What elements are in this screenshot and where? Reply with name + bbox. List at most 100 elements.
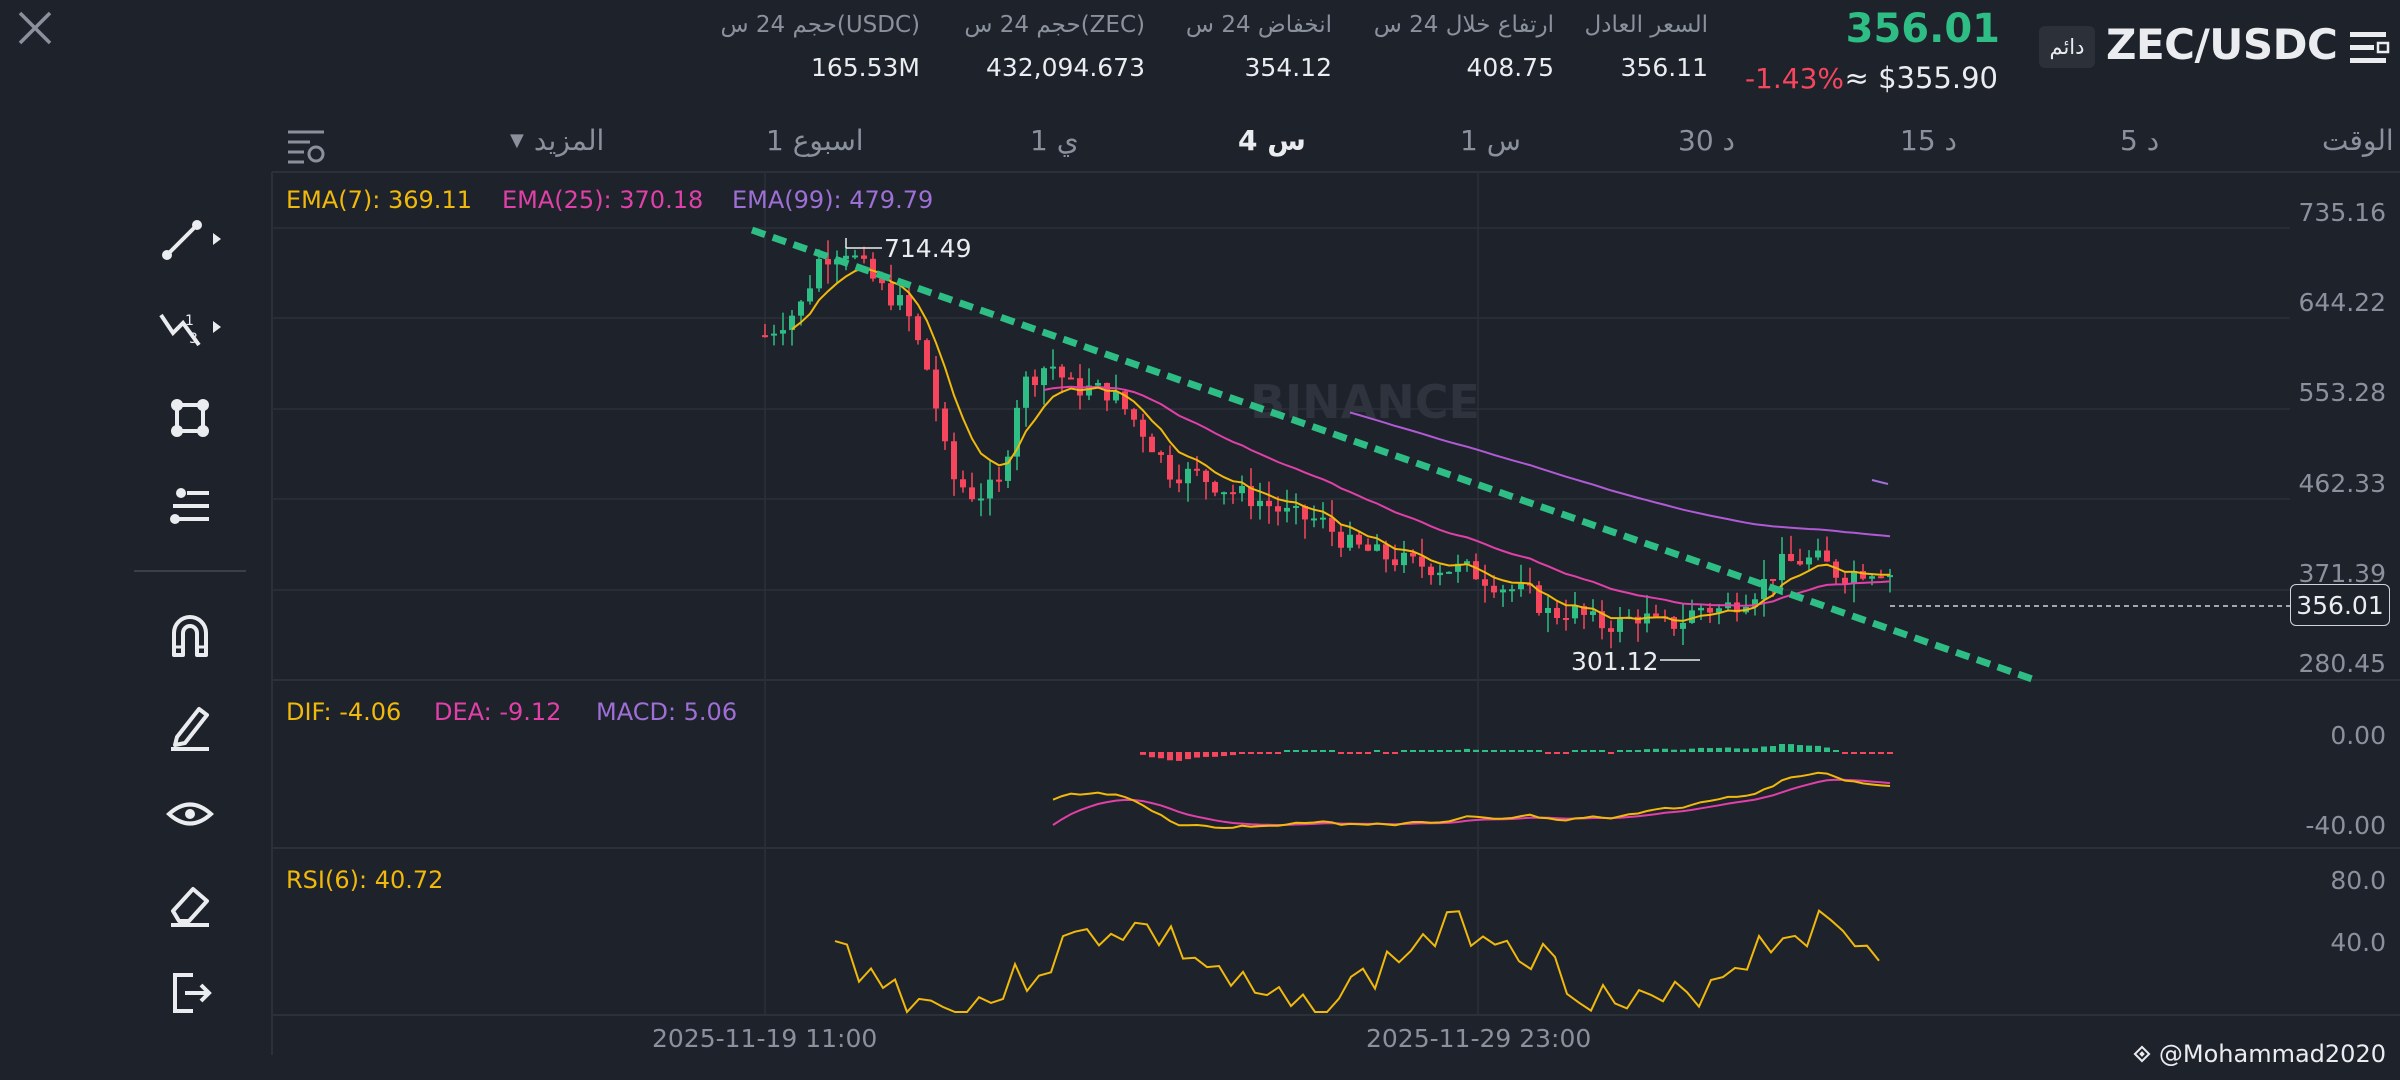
stat-volume-usdc: حجم 24 س(USDC) 165.53M [720, 12, 920, 82]
candle-body [1176, 479, 1182, 484]
candle-body [1806, 557, 1812, 565]
fib-tool[interactable]: 1 3 [150, 296, 230, 360]
candle-body [1293, 505, 1299, 508]
magnet-tool[interactable] [150, 604, 230, 668]
tab-15m[interactable]: 15 د [1900, 124, 1957, 157]
candle-body [1716, 608, 1722, 613]
candle-body [1536, 585, 1542, 613]
stat-value: 408.75 [1466, 53, 1554, 82]
chevron-down-icon: ▼ [510, 130, 524, 151]
candle-body [1410, 552, 1416, 557]
candle-body [1374, 544, 1380, 551]
macd-bar [1500, 750, 1506, 752]
candle-body [1014, 407, 1020, 457]
macd-bar [1770, 746, 1776, 752]
candle-body [1302, 505, 1308, 520]
candle-body [1653, 613, 1659, 617]
dea-legend: DEA: -9.12 [434, 698, 562, 726]
candle-body [933, 369, 939, 409]
candle-body [1113, 391, 1119, 401]
candle-body [1455, 563, 1461, 572]
macd-bar [1401, 750, 1407, 752]
macd-bar [1320, 750, 1326, 752]
tab-1h[interactable]: 1 س [1460, 124, 1521, 157]
candle-body [987, 479, 993, 499]
close-button[interactable] [0, 0, 70, 56]
symbol-selector[interactable]: ZEC/USDC [2106, 20, 2338, 69]
candle-body [1779, 553, 1785, 581]
candle-body [1428, 566, 1434, 576]
stat-high-24h: ارتفاع خلال 24 س 408.75 [1374, 12, 1554, 82]
trend-line-drawing[interactable] [750, 226, 2037, 684]
tab-1w[interactable]: 1 اسبوع [766, 124, 864, 157]
price-axis-label: 462.33 [2298, 469, 2386, 498]
macd-bar [1437, 750, 1443, 752]
stat-label: السعر العادل [1584, 12, 1708, 38]
price-axis-label: 644.22 [2298, 288, 2386, 317]
tab-30m[interactable]: 30 د [1678, 124, 1735, 157]
dif-legend: DIF: -4.06 [286, 698, 402, 726]
macd-bar [1167, 752, 1173, 761]
toolbar-divider [134, 570, 246, 572]
macd-bar [1653, 748, 1659, 752]
tab-4h[interactable]: 4 س [1238, 124, 1306, 157]
candle-body [1275, 506, 1281, 512]
candle-body [1491, 585, 1497, 593]
candle-body [1194, 468, 1200, 471]
trend-line-tool[interactable] [150, 208, 230, 272]
candle-body [1509, 589, 1515, 592]
macd-bar [1419, 750, 1425, 752]
candle-body [1131, 409, 1137, 420]
binance-logo-icon [2133, 1045, 2151, 1063]
macd-bar [1473, 749, 1479, 752]
macd-bar [1185, 752, 1191, 760]
exit-drawing-tool[interactable] [150, 960, 230, 1024]
menu-button[interactable] [2348, 26, 2392, 70]
candle-body [1446, 571, 1452, 574]
candle-body [1311, 518, 1317, 521]
macd-bar [1635, 750, 1641, 752]
macd-bar [1662, 748, 1668, 752]
draw-tool[interactable] [150, 694, 230, 758]
candle-body [1572, 606, 1578, 619]
candle-body [1437, 572, 1443, 576]
macd-bar [1455, 749, 1461, 752]
watermark-text: BINANCE [1250, 375, 1480, 429]
macd-bar [1545, 752, 1551, 754]
macd-bar [1293, 750, 1299, 752]
visibility-tool[interactable] [150, 782, 230, 846]
candle-body [1329, 517, 1335, 532]
macd-bar [1824, 747, 1830, 752]
shape-tool[interactable] [150, 386, 230, 450]
macd-bar [1761, 746, 1767, 752]
candle-body [924, 340, 930, 370]
candle-body [789, 315, 795, 331]
current-price-tag: 356.01 [2290, 584, 2390, 626]
tab-5m[interactable]: 5 د [2120, 124, 2160, 157]
position-tool[interactable] [150, 474, 230, 538]
candle-body [1320, 517, 1326, 520]
macd-legend: MACD: 5.06 [596, 698, 738, 726]
macd-bar [1527, 750, 1533, 752]
candle-body [906, 295, 912, 317]
tab-1d[interactable]: 1 ي [1030, 124, 1079, 157]
macd-bar [1302, 750, 1308, 752]
candle-body [1338, 531, 1344, 548]
tab-more[interactable]: ▼ المزيد [510, 124, 604, 157]
candle-body [1869, 576, 1875, 579]
candle-body [1824, 550, 1830, 562]
eraser-tool[interactable] [150, 872, 230, 936]
price-usd-equivalent: ≈ $355.90 [1844, 61, 1998, 95]
candle-body [1608, 628, 1614, 632]
macd-bar [1590, 750, 1596, 752]
chart-settings-button[interactable] [286, 126, 326, 170]
timeframe-label: الوقت [2322, 124, 2394, 157]
candle-body [1095, 382, 1101, 386]
price-axis-label: 553.28 [2298, 378, 2386, 407]
macd-bar [1518, 750, 1524, 752]
perpetual-badge: دائم [2039, 26, 2095, 68]
macd-bar [1806, 745, 1812, 752]
candle-body [1842, 577, 1848, 584]
candle-body [1761, 578, 1767, 600]
